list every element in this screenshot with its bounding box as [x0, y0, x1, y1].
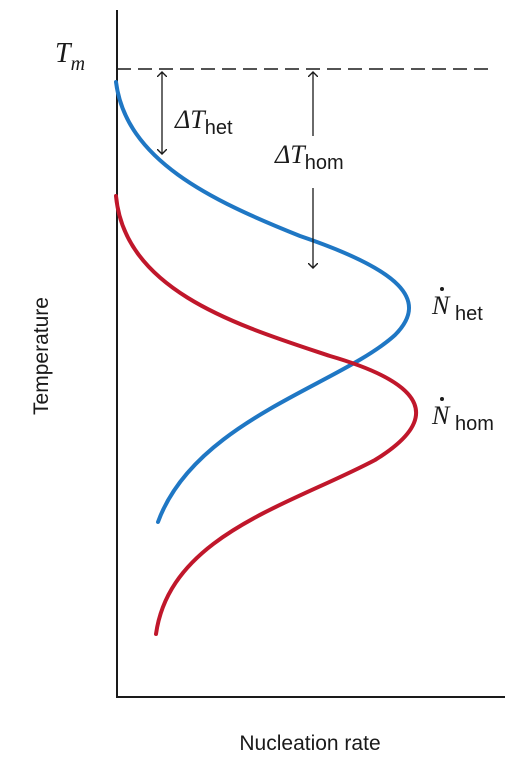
series-het-dot — [440, 287, 444, 291]
series-hom-dot — [440, 397, 444, 401]
tm-label: Tm — [55, 38, 85, 75]
x-axis-label: Nucleation rate — [239, 732, 380, 755]
series-hom-label-sub: hom — [455, 413, 494, 435]
y-axis-label: Temperature — [30, 297, 53, 415]
series-het-label-main: N — [431, 291, 451, 320]
series-het-label-sub: het — [455, 303, 483, 325]
delta-hom-label: ΔThom — [274, 140, 344, 174]
delta-het-label: ΔThet — [174, 105, 233, 139]
series-hom-curve — [114, 194, 419, 636]
series-hom-label-main: N — [431, 401, 451, 430]
series-het-label: N het — [431, 287, 483, 325]
series-het-curve — [114, 80, 412, 524]
series-hom-label: N hom — [431, 397, 494, 435]
